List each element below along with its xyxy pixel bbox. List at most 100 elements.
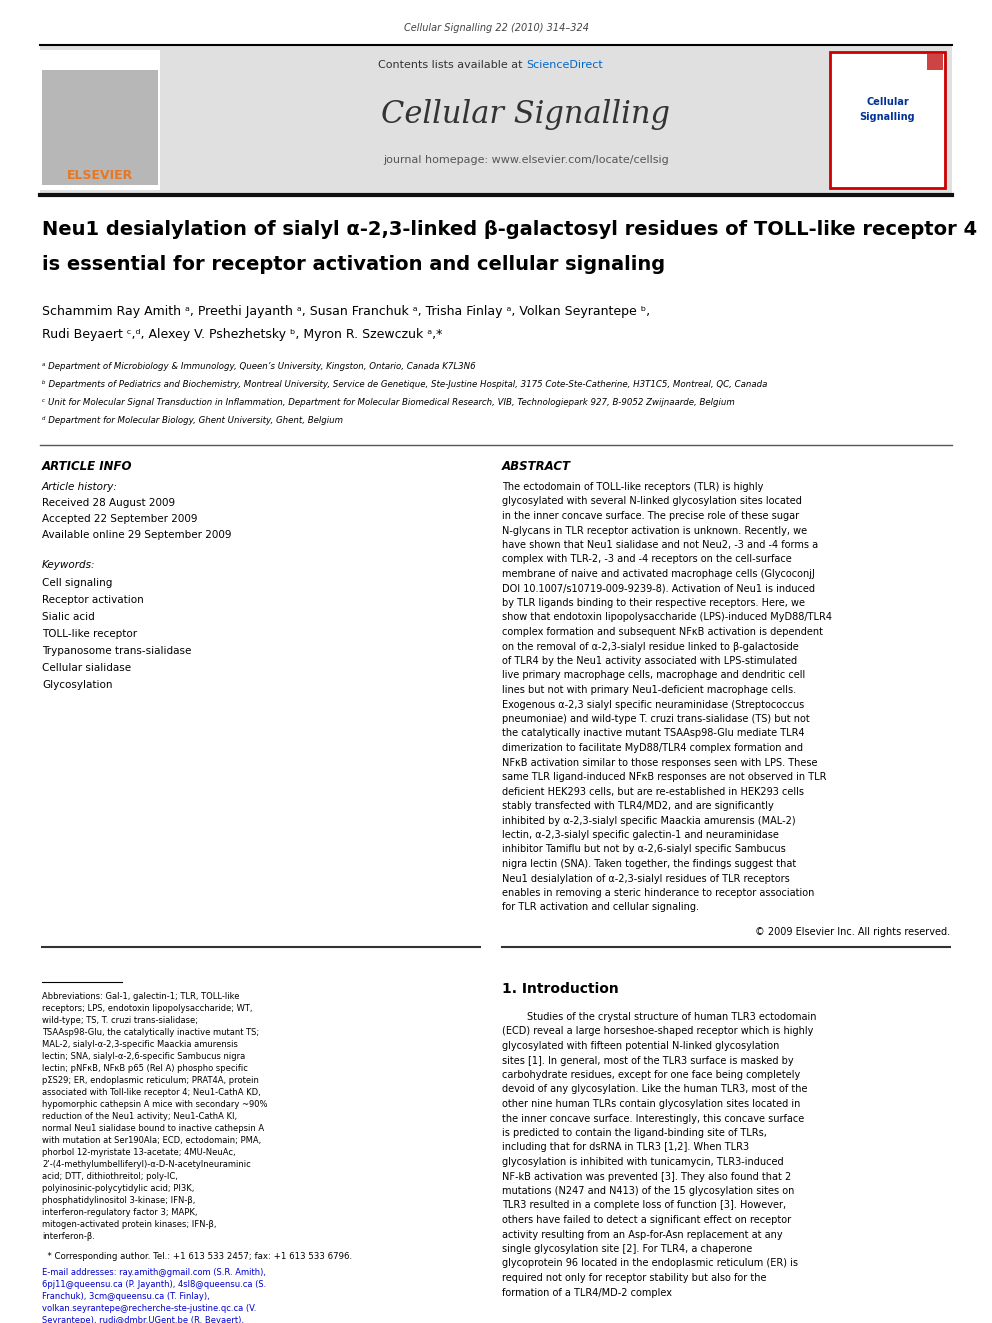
Text: reduction of the Neu1 activity; Neu1-CathA KI,: reduction of the Neu1 activity; Neu1-Cat… — [42, 1113, 237, 1121]
Text: DOI 10.1007/s10719-009-9239-8). Activation of Neu1 is induced: DOI 10.1007/s10719-009-9239-8). Activati… — [502, 583, 815, 594]
Text: NF-kB activation was prevented [3]. They also found that 2: NF-kB activation was prevented [3]. They… — [502, 1171, 792, 1181]
Text: wild-type; TS, T. cruzi trans-sialidase;: wild-type; TS, T. cruzi trans-sialidase; — [42, 1016, 198, 1025]
Text: deficient HEK293 cells, but are re-established in HEK293 cells: deficient HEK293 cells, but are re-estab… — [502, 786, 804, 796]
Text: same TLR ligand-induced NFκB responses are not observed in TLR: same TLR ligand-induced NFκB responses a… — [502, 773, 826, 782]
Text: MAL-2, sialyl-α-2,3-specific Maackia amurensis: MAL-2, sialyl-α-2,3-specific Maackia amu… — [42, 1040, 238, 1049]
Text: of TLR4 by the Neu1 activity associated with LPS-stimulated: of TLR4 by the Neu1 activity associated … — [502, 656, 798, 665]
Text: lines but not with primary Neu1-deficient macrophage cells.: lines but not with primary Neu1-deficien… — [502, 685, 797, 695]
Text: Keywords:: Keywords: — [42, 560, 95, 570]
Text: other nine human TLRs contain glycosylation sites located in: other nine human TLRs contain glycosylat… — [502, 1099, 801, 1109]
Text: N-glycans in TLR receptor activation is unknown. Recently, we: N-glycans in TLR receptor activation is … — [502, 525, 807, 536]
Text: associated with Toll-like receptor 4; Neu1-CathA KD,: associated with Toll-like receptor 4; Ne… — [42, 1088, 261, 1097]
Text: is essential for receptor activation and cellular signaling: is essential for receptor activation and… — [42, 255, 665, 274]
Text: Cellular sialidase: Cellular sialidase — [42, 663, 131, 673]
Text: volkan.seyrantepe@recherche-ste-justine.qc.ca (V.: volkan.seyrantepe@recherche-ste-justine.… — [42, 1304, 256, 1312]
Text: TOLL-like receptor: TOLL-like receptor — [42, 628, 137, 639]
Text: 1. Introduction: 1. Introduction — [502, 982, 619, 996]
Text: hypomorphic cathepsin A mice with secondary ~90%: hypomorphic cathepsin A mice with second… — [42, 1099, 268, 1109]
Text: 2’-(4-methylumbelliferyl)-α-D-N-acetylneuraminic: 2’-(4-methylumbelliferyl)-α-D-N-acetylne… — [42, 1160, 251, 1170]
Text: live primary macrophage cells, macrophage and dendritic cell: live primary macrophage cells, macrophag… — [502, 671, 806, 680]
Text: ScienceDirect: ScienceDirect — [526, 60, 602, 70]
Text: Cellular: Cellular — [866, 97, 909, 107]
Text: membrane of naive and activated macrophage cells (GlycoconjJ: membrane of naive and activated macropha… — [502, 569, 814, 579]
Text: * Corresponding author. Tel.: +1 613 533 2457; fax: +1 613 533 6796.: * Corresponding author. Tel.: +1 613 533… — [42, 1252, 352, 1261]
Text: Sialic acid: Sialic acid — [42, 613, 95, 622]
Text: ARTICLE INFO: ARTICLE INFO — [42, 460, 133, 474]
Text: Neu1 desialylation of sialyl α-2,3-linked β-galactosyl residues of TOLL-like rec: Neu1 desialylation of sialyl α-2,3-linke… — [42, 220, 977, 239]
Text: Abbreviations: Gal-1, galectin-1; TLR, TOLL-like: Abbreviations: Gal-1, galectin-1; TLR, T… — [42, 992, 239, 1002]
Text: Article history:: Article history: — [42, 482, 118, 492]
Text: glycoprotein 96 located in the endoplasmic reticulum (ER) is: glycoprotein 96 located in the endoplasm… — [502, 1258, 798, 1269]
Text: glycosylation is inhibited with tunicamycin, TLR3-induced: glycosylation is inhibited with tunicamy… — [502, 1158, 784, 1167]
Text: © 2009 Elsevier Inc. All rights reserved.: © 2009 Elsevier Inc. All rights reserved… — [755, 927, 950, 937]
Text: journal homepage: www.elsevier.com/locate/cellsig: journal homepage: www.elsevier.com/locat… — [383, 155, 669, 165]
Text: dimerization to facilitate MyD88/TLR4 complex formation and: dimerization to facilitate MyD88/TLR4 co… — [502, 744, 803, 753]
Text: Neu1 desialylation of α-2,3-sialyl residues of TLR receptors: Neu1 desialylation of α-2,3-sialyl resid… — [502, 873, 790, 884]
Text: Franchuk), 3cm@queensu.ca (T. Finlay),: Franchuk), 3cm@queensu.ca (T. Finlay), — [42, 1293, 209, 1301]
Text: normal Neu1 sialidase bound to inactive cathepsin A: normal Neu1 sialidase bound to inactive … — [42, 1125, 264, 1132]
Text: Cell signaling: Cell signaling — [42, 578, 112, 587]
Text: 6pj11@queensu.ca (P. Jayanth), 4sl8@queensu.ca (S.: 6pj11@queensu.ca (P. Jayanth), 4sl8@quee… — [42, 1279, 266, 1289]
Text: ᵈ Department for Molecular Biology, Ghent University, Ghent, Belgium: ᵈ Department for Molecular Biology, Ghen… — [42, 415, 343, 425]
Text: phosphatidylinositol 3-kinase; IFN-β,: phosphatidylinositol 3-kinase; IFN-β, — [42, 1196, 195, 1205]
Text: lectin, α-2,3-sialyl specific galectin-1 and neuraminidase: lectin, α-2,3-sialyl specific galectin-1… — [502, 830, 779, 840]
Text: single glycosylation site [2]. For TLR4, a chaperone: single glycosylation site [2]. For TLR4,… — [502, 1244, 752, 1254]
Text: by TLR ligands binding to their respective receptors. Here, we: by TLR ligands binding to their respecti… — [502, 598, 805, 609]
Text: complex formation and subsequent NFκB activation is dependent: complex formation and subsequent NFκB ac… — [502, 627, 823, 636]
Text: inhibited by α-2,3-sialyl specific Maackia amurensis (MAL-2): inhibited by α-2,3-sialyl specific Maack… — [502, 815, 796, 826]
Text: show that endotoxin lipopolysaccharide (LPS)-induced MyD88/TLR4: show that endotoxin lipopolysaccharide (… — [502, 613, 832, 623]
Bar — [42, 70, 158, 185]
Text: interferon-β.: interferon-β. — [42, 1232, 95, 1241]
Text: Available online 29 September 2009: Available online 29 September 2009 — [42, 531, 231, 540]
Bar — [830, 52, 945, 188]
Text: The ectodomain of TOLL-like receptors (TLR) is highly: The ectodomain of TOLL-like receptors (T… — [502, 482, 764, 492]
Text: formation of a TLR4/MD-2 complex: formation of a TLR4/MD-2 complex — [502, 1287, 672, 1298]
Text: Contents lists available at: Contents lists available at — [378, 60, 526, 70]
Text: ELSEVIER: ELSEVIER — [66, 169, 133, 183]
Text: pneumoniae) and wild-type T. cruzi trans-sialidase (TS) but not: pneumoniae) and wild-type T. cruzi trans… — [502, 714, 809, 724]
Text: Signalling: Signalling — [860, 112, 916, 122]
Text: have shown that Neu1 sialidase and not Neu2, -3 and -4 forms a: have shown that Neu1 sialidase and not N… — [502, 540, 818, 550]
Text: TSAAsp98-Glu, the catalytically inactive mutant TS;: TSAAsp98-Glu, the catalytically inactive… — [42, 1028, 259, 1037]
Text: for TLR activation and cellular signaling.: for TLR activation and cellular signalin… — [502, 902, 699, 913]
Text: NFκB activation similar to those responses seen with LPS. These: NFκB activation similar to those respons… — [502, 758, 817, 767]
Text: Receptor activation: Receptor activation — [42, 595, 144, 605]
Text: glycosylated with several N-linked glycosylation sites located: glycosylated with several N-linked glyco… — [502, 496, 802, 507]
Text: Accepted 22 September 2009: Accepted 22 September 2009 — [42, 515, 197, 524]
Text: phorbol 12-myristate 13-acetate; 4MU-NeuAc,: phorbol 12-myristate 13-acetate; 4MU-Neu… — [42, 1148, 236, 1158]
Bar — [927, 54, 943, 70]
Text: mutations (N247 and N413) of the 15 glycosylation sites on: mutations (N247 and N413) of the 15 glyc… — [502, 1185, 795, 1196]
Text: mitogen-activated protein kinases; IFN-β,: mitogen-activated protein kinases; IFN-β… — [42, 1220, 216, 1229]
Text: Trypanosome trans-sialidase: Trypanosome trans-sialidase — [42, 646, 191, 656]
Text: lectin; SNA, sialyl-α-2,6-specific Sambucus nigra: lectin; SNA, sialyl-α-2,6-specific Sambu… — [42, 1052, 245, 1061]
Text: E-mail addresses: ray.amith@gmail.com (S.R. Amith),: E-mail addresses: ray.amith@gmail.com (S… — [42, 1267, 266, 1277]
Text: carbohydrate residues, except for one face being completely: carbohydrate residues, except for one fa… — [502, 1070, 801, 1080]
Text: (ECD) reveal a large horseshoe-shaped receptor which is highly: (ECD) reveal a large horseshoe-shaped re… — [502, 1027, 813, 1036]
Text: acid; DTT, dithiothreitol; poly-IC,: acid; DTT, dithiothreitol; poly-IC, — [42, 1172, 178, 1181]
Bar — [40, 45, 952, 194]
Text: Exogenous α-2,3 sialyl specific neuraminidase (Streptococcus: Exogenous α-2,3 sialyl specific neuramin… — [502, 700, 805, 709]
Text: devoid of any glycosylation. Like the human TLR3, most of the: devoid of any glycosylation. Like the hu… — [502, 1085, 807, 1094]
Text: polyinosinic-polycytidylic acid; PI3K,: polyinosinic-polycytidylic acid; PI3K, — [42, 1184, 194, 1193]
Text: ᵇ Departments of Pediatrics and Biochemistry, Montreal University, Service de Ge: ᵇ Departments of Pediatrics and Biochemi… — [42, 380, 768, 389]
Text: with mutation at Ser190Ala; ECD, ectodomain; PMA,: with mutation at Ser190Ala; ECD, ectodom… — [42, 1136, 261, 1144]
Text: enables in removing a steric hinderance to receptor association: enables in removing a steric hinderance … — [502, 888, 814, 898]
Text: including that for dsRNA in TLR3 [1,2]. When TLR3: including that for dsRNA in TLR3 [1,2]. … — [502, 1143, 749, 1152]
Text: Cellular Signalling: Cellular Signalling — [381, 99, 671, 131]
Text: glycosylated with fifteen potential N-linked glycosylation: glycosylated with fifteen potential N-li… — [502, 1041, 780, 1050]
Text: Schammim Ray Amith ᵃ, Preethi Jayanth ᵃ, Susan Franchuk ᵃ, Trisha Finlay ᵃ, Volk: Schammim Ray Amith ᵃ, Preethi Jayanth ᵃ,… — [42, 306, 650, 318]
Bar — [40, 50, 160, 191]
Text: complex with TLR-2, -3 and -4 receptors on the cell-surface: complex with TLR-2, -3 and -4 receptors … — [502, 554, 792, 565]
Text: inhibitor Tamiflu but not by α-2,6-sialyl specific Sambucus: inhibitor Tamiflu but not by α-2,6-sialy… — [502, 844, 786, 855]
Text: interferon-regulatory factor 3; MAPK,: interferon-regulatory factor 3; MAPK, — [42, 1208, 197, 1217]
Text: ABSTRACT: ABSTRACT — [502, 460, 571, 474]
Text: lectin; pNFκB, NFκB p65 (Rel A) phospho specific: lectin; pNFκB, NFκB p65 (Rel A) phospho … — [42, 1064, 248, 1073]
Text: ᵃ Department of Microbiology & Immunology, Queen’s University, Kingston, Ontario: ᵃ Department of Microbiology & Immunolog… — [42, 363, 475, 370]
Text: Seyrantepe), rudi@dmbr.UGent.be (R. Beyaert),: Seyrantepe), rudi@dmbr.UGent.be (R. Beya… — [42, 1316, 244, 1323]
Text: in the inner concave surface. The precise role of these sugar: in the inner concave surface. The precis… — [502, 511, 800, 521]
Text: Studies of the crystal structure of human TLR3 ectodomain: Studies of the crystal structure of huma… — [527, 1012, 816, 1021]
Text: receptors; LPS, endotoxin lipopolysaccharide; WT,: receptors; LPS, endotoxin lipopolysaccha… — [42, 1004, 253, 1013]
Text: Rudi Beyaert ᶜ,ᵈ, Alexey V. Pshezhetsky ᵇ, Myron R. Szewczuk ᵃ,*: Rudi Beyaert ᶜ,ᵈ, Alexey V. Pshezhetsky … — [42, 328, 442, 341]
Text: nigra lectin (SNA). Taken together, the findings suggest that: nigra lectin (SNA). Taken together, the … — [502, 859, 797, 869]
Text: Cellular Signalling 22 (2010) 314–324: Cellular Signalling 22 (2010) 314–324 — [404, 22, 588, 33]
